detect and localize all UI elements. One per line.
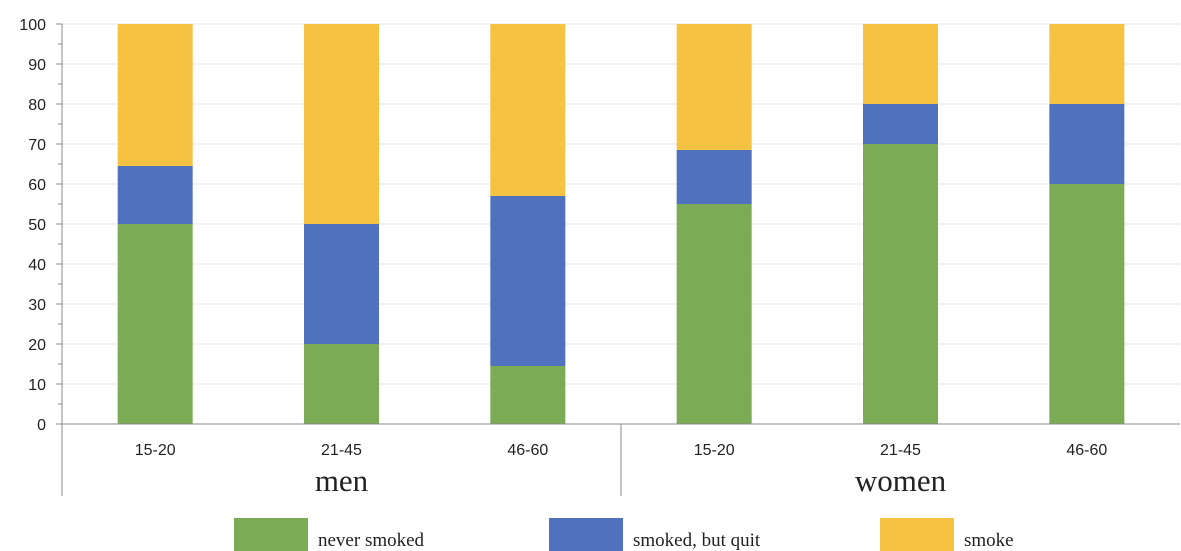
y-tick-label: 60 xyxy=(28,177,46,194)
bar-segment xyxy=(1049,184,1125,424)
bar-segment xyxy=(490,196,566,366)
y-tick-label: 90 xyxy=(28,57,46,74)
bar-segment xyxy=(490,366,566,424)
bar-segment xyxy=(676,24,752,150)
x-tick-label: 21-45 xyxy=(321,442,362,459)
y-tick-label: 100 xyxy=(19,17,46,34)
y-tick-label: 50 xyxy=(28,217,46,234)
x-tick-label: 21-45 xyxy=(880,442,921,459)
bar-segment xyxy=(863,104,938,144)
x-tick-label: 15-20 xyxy=(135,442,176,459)
bar-segment xyxy=(117,224,193,424)
group-label: men xyxy=(315,463,369,498)
y-tick-label: 20 xyxy=(28,337,46,354)
legend-swatch xyxy=(880,518,954,551)
y-tick-label: 0 xyxy=(37,417,46,434)
legend-swatch xyxy=(234,518,308,551)
y-tick-label: 40 xyxy=(28,257,46,274)
bar-segment xyxy=(304,344,379,424)
legend-label: smoke xyxy=(964,530,1014,551)
bar-segment xyxy=(863,24,938,104)
legend-label: smoked, but quit xyxy=(633,530,761,551)
bar-segment xyxy=(863,144,938,424)
y-tick-label: 70 xyxy=(28,137,46,154)
y-tick-label: 10 xyxy=(28,377,46,394)
legend-label: never smoked xyxy=(318,530,425,551)
bar-segment xyxy=(676,150,752,204)
bar-segment xyxy=(676,204,752,424)
bar-segment xyxy=(1049,24,1125,104)
x-tick-label: 46-60 xyxy=(507,442,548,459)
bar-segment xyxy=(304,24,379,224)
group-label: women xyxy=(855,463,947,498)
legend-swatch xyxy=(549,518,623,551)
bar-segment xyxy=(304,224,379,344)
y-tick-label: 80 xyxy=(28,97,46,114)
x-tick-label: 15-20 xyxy=(694,442,735,459)
bar-segment xyxy=(490,24,566,196)
x-tick-label: 46-60 xyxy=(1066,442,1107,459)
bar-segment xyxy=(1049,104,1125,184)
bar-segment xyxy=(117,166,193,224)
bar-segment xyxy=(117,24,193,166)
y-tick-label: 30 xyxy=(28,297,46,314)
